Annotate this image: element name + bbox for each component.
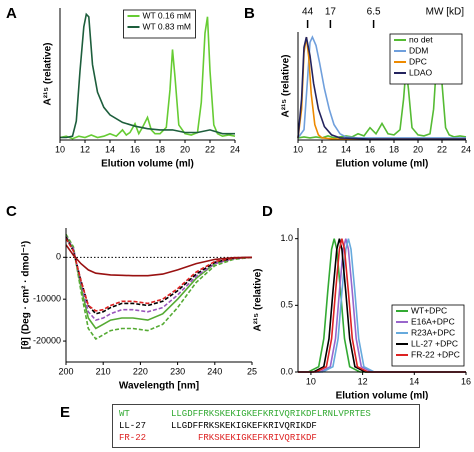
legend-label: WT+DPC [411, 305, 447, 315]
seq-name: LL-27 [119, 421, 147, 431]
sequence: LLGDFFRKSKEKIGKEFKRIVQRIKDFLRNLVPRTES [171, 409, 371, 419]
series-line [65, 233, 253, 341]
x-tick-label: 220 [133, 366, 148, 376]
series-line [65, 236, 253, 315]
seq-row: FR-22 FRKSKEKIGKEFKRIVQRIKDF [119, 432, 413, 444]
panel-label: D [262, 203, 273, 220]
x-tick-label: 230 [170, 366, 185, 376]
legend-label: DDM [409, 45, 428, 55]
x-tick-label: 200 [58, 366, 73, 376]
x-tick-label: 16 [130, 144, 140, 154]
panel-label: C [6, 203, 17, 220]
series-line [65, 238, 253, 312]
x-tick-label: 10 [306, 376, 316, 386]
series-line [65, 235, 253, 330]
x-axis-label: Elution volume (ml) [101, 159, 194, 170]
sequence: LLGDFFRKSKEKIGKEFKRIVQRIKDF [171, 421, 317, 431]
x-tick-label: 210 [96, 366, 111, 376]
x-tick-label: 22 [205, 144, 215, 154]
legend-label: WT 0.16 mM [143, 10, 192, 20]
x-tick-label: 10 [55, 144, 65, 154]
x-tick-label: 240 [207, 366, 222, 376]
y-tick-label: -20000 [33, 335, 61, 345]
series-line [298, 238, 466, 373]
legend-label: WT 0.83 mM [143, 21, 192, 31]
series-line [65, 244, 253, 277]
panel-label: B [244, 5, 255, 22]
x-tick-label: 24 [461, 144, 471, 154]
x-tick-label: 14 [105, 144, 115, 154]
sequence-box: WT LLGDFFRKSKEKIGKEFKRIVQRIKDFLRNLVPRTES … [112, 404, 420, 448]
x-axis-label: Elution volume (ml) [336, 391, 429, 400]
legend-label: R23A+DPC [411, 327, 455, 337]
seq-row: WT LLGDFFRKSKEKIGKEFKRIVQRIKDFLRNLVPRTES [119, 408, 413, 420]
legend-label: LL-27 +DPC [411, 338, 458, 348]
x-tick-label: 22 [437, 144, 447, 154]
legend-box [389, 33, 463, 85]
mw-label: 44 [302, 7, 314, 18]
series-line [298, 238, 466, 373]
x-tick-label: 18 [155, 144, 165, 154]
series-line [297, 36, 466, 140]
x-tick-label: 20 [180, 144, 190, 154]
series-line [298, 238, 466, 373]
x-tick-label: 16 [365, 144, 375, 154]
legend-label: E16A+DPC [411, 316, 455, 326]
x-tick-label: 24 [230, 144, 240, 154]
x-tick-label: 14 [409, 376, 419, 386]
sequence: FRKSKEKIGKEFKRIVQRIKDF [198, 433, 317, 443]
y-axis-label: A²¹⁵ (relative) [281, 54, 292, 117]
panel-label: E [60, 404, 71, 421]
x-tick-label: 25 [247, 366, 257, 376]
x-tick-label: 12 [358, 376, 368, 386]
series-line [60, 12, 235, 139]
panel-label: A [6, 5, 17, 22]
x-tick-label: 14 [341, 144, 351, 154]
y-tick-label: 0.0 [280, 366, 293, 376]
y-axis-label: [θ] (Deg · cm² · dmol⁻¹) [21, 241, 32, 349]
x-tick-label: 16 [461, 376, 471, 386]
x-tick-label: 12 [80, 144, 90, 154]
y-tick-label: 1.0 [280, 233, 293, 243]
y-axis-label: A²¹⁵ (relative) [253, 268, 264, 331]
legend-label: DPC [409, 56, 427, 66]
legend-label: FR-22 +DPC [411, 349, 460, 359]
x-tick-label: 18 [389, 144, 399, 154]
mw-label: 6.5 [367, 7, 381, 18]
y-axis-label: A²¹⁵ (relative) [43, 42, 54, 105]
x-tick-label: 10 [293, 144, 303, 154]
series-line [65, 235, 253, 322]
seq-row: LL-27 LLGDFFRKSKEKIGKEFKRIVQRIKDF [119, 420, 413, 432]
x-axis-label: Wavelength [nm] [119, 381, 199, 392]
legend-label: no det [409, 34, 433, 44]
seq-name: FR-22 [119, 433, 147, 443]
series-line [59, 16, 236, 140]
mw-unit: MW [kD] [426, 7, 465, 18]
x-axis-label: Elution volume (ml) [336, 159, 429, 170]
seq-name: WT [119, 409, 130, 419]
mw-label: 17 [325, 7, 337, 18]
y-tick-label: 0 [56, 252, 61, 262]
x-tick-label: 20 [413, 144, 423, 154]
charts: A 10 12 14 16 18 20 22 24 Elution volume (ml) A²¹⁵… [6, 5, 471, 402]
x-tick-label: 12 [317, 144, 327, 154]
legend-label: LDAO [409, 67, 433, 77]
y-tick-label: -10000 [33, 294, 61, 304]
legend-box [123, 9, 196, 39]
series-line [298, 238, 466, 373]
series-line [298, 238, 466, 373]
y-tick-label: 0.5 [280, 300, 293, 310]
